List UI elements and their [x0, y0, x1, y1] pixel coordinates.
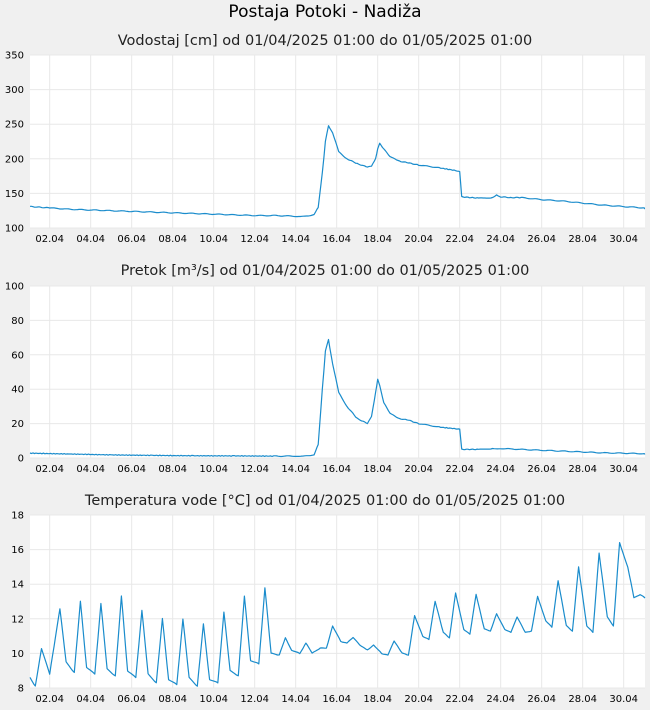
y-tick-label: 300 — [5, 85, 24, 96]
series-line-water-level — [30, 125, 646, 218]
x-tick-label: 08.04 — [158, 234, 187, 245]
x-tick-label: 22.04 — [445, 234, 474, 245]
y-tick-label: 16 — [11, 545, 24, 556]
y-tick-label: 18 — [11, 511, 24, 522]
x-tick-label: 08.04 — [158, 694, 187, 705]
y-tick-label: 8 — [18, 684, 24, 695]
x-tick-label: 06.04 — [117, 464, 146, 475]
x-tick-label: 22.04 — [445, 694, 474, 705]
chart-title-water-temperature: Temperatura vode [°C] od 01/04/2025 01:0… — [84, 493, 565, 509]
x-tick-label: 28.04 — [568, 694, 597, 705]
x-tick-label: 12.04 — [240, 694, 269, 705]
page-title: Postaja Potoki - Nadiža — [228, 2, 422, 22]
x-tick-label: 04.04 — [76, 464, 105, 475]
x-tick-label: 10.04 — [199, 234, 228, 245]
series-line-discharge — [29, 338, 646, 458]
x-tick-label: 12.04 — [240, 464, 269, 475]
x-tick-label: 02.04 — [35, 464, 64, 475]
x-tick-label: 26.04 — [527, 464, 556, 475]
x-tick-label: 18.04 — [363, 234, 392, 245]
y-tick-label: 100 — [5, 224, 24, 235]
x-tick-label: 30.04 — [609, 694, 638, 705]
x-tick-label: 14.04 — [281, 234, 310, 245]
x-tick-label: 16.04 — [322, 694, 351, 705]
x-tick-label: 18.04 — [363, 694, 392, 705]
x-tick-label: 16.04 — [322, 464, 351, 475]
x-tick-label: 26.04 — [527, 694, 556, 705]
x-tick-label: 06.04 — [117, 694, 146, 705]
plot-area-discharge — [30, 286, 645, 458]
x-tick-label: 10.04 — [199, 464, 228, 475]
series-line-water-temperature — [29, 541, 646, 687]
x-tick-label: 14.04 — [281, 464, 310, 475]
x-tick-label: 12.04 — [240, 234, 269, 245]
y-tick-label: 350 — [5, 51, 24, 62]
x-tick-label: 14.04 — [281, 694, 310, 705]
chart-title-discharge: Pretok [m³/s] od 01/04/2025 01:00 do 01/… — [121, 263, 530, 279]
x-tick-label: 16.04 — [322, 234, 351, 245]
y-tick-label: 10 — [11, 649, 24, 660]
y-tick-label: 200 — [5, 154, 24, 165]
x-tick-label: 02.04 — [35, 694, 64, 705]
y-tick-label: 20 — [11, 419, 24, 430]
x-tick-label: 26.04 — [527, 234, 556, 245]
x-tick-label: 10.04 — [199, 694, 228, 705]
y-tick-label: 60 — [11, 350, 24, 361]
chart-panel-discharge: Pretok [m³/s] od 01/04/2025 01:00 do 01/… — [5, 263, 646, 475]
x-tick-label: 28.04 — [568, 464, 597, 475]
x-tick-label: 24.04 — [486, 464, 515, 475]
x-tick-label: 20.04 — [404, 234, 433, 245]
x-tick-label: 28.04 — [568, 234, 597, 245]
chart-panel-water-temperature: Temperatura vode [°C] od 01/04/2025 01:0… — [11, 493, 646, 705]
x-tick-label: 24.04 — [486, 694, 515, 705]
plot-area-water-level — [30, 55, 645, 228]
x-tick-label: 20.04 — [404, 694, 433, 705]
y-tick-label: 14 — [11, 580, 24, 591]
x-tick-label: 18.04 — [363, 464, 392, 475]
x-tick-label: 06.04 — [117, 234, 146, 245]
x-tick-label: 04.04 — [76, 234, 105, 245]
y-tick-label: 100 — [5, 282, 24, 293]
chart-panel-water-level: Vodostaj [cm] od 01/04/2025 01:00 do 01/… — [5, 33, 646, 245]
x-tick-label: 20.04 — [404, 464, 433, 475]
y-tick-label: 150 — [5, 189, 24, 200]
y-tick-label: 12 — [11, 614, 24, 625]
x-tick-label: 22.04 — [445, 464, 474, 475]
y-tick-label: 40 — [11, 385, 24, 396]
x-tick-label: 02.04 — [35, 234, 64, 245]
x-tick-label: 30.04 — [609, 234, 638, 245]
x-tick-label: 04.04 — [76, 694, 105, 705]
plot-area-water-temperature — [30, 515, 645, 688]
x-tick-label: 24.04 — [486, 234, 515, 245]
y-tick-label: 0 — [18, 454, 24, 465]
y-tick-label: 80 — [11, 316, 24, 327]
x-tick-label: 30.04 — [609, 464, 638, 475]
chart-title-water-level: Vodostaj [cm] od 01/04/2025 01:00 do 01/… — [118, 33, 532, 49]
x-tick-label: 08.04 — [158, 464, 187, 475]
y-tick-label: 250 — [5, 120, 24, 131]
